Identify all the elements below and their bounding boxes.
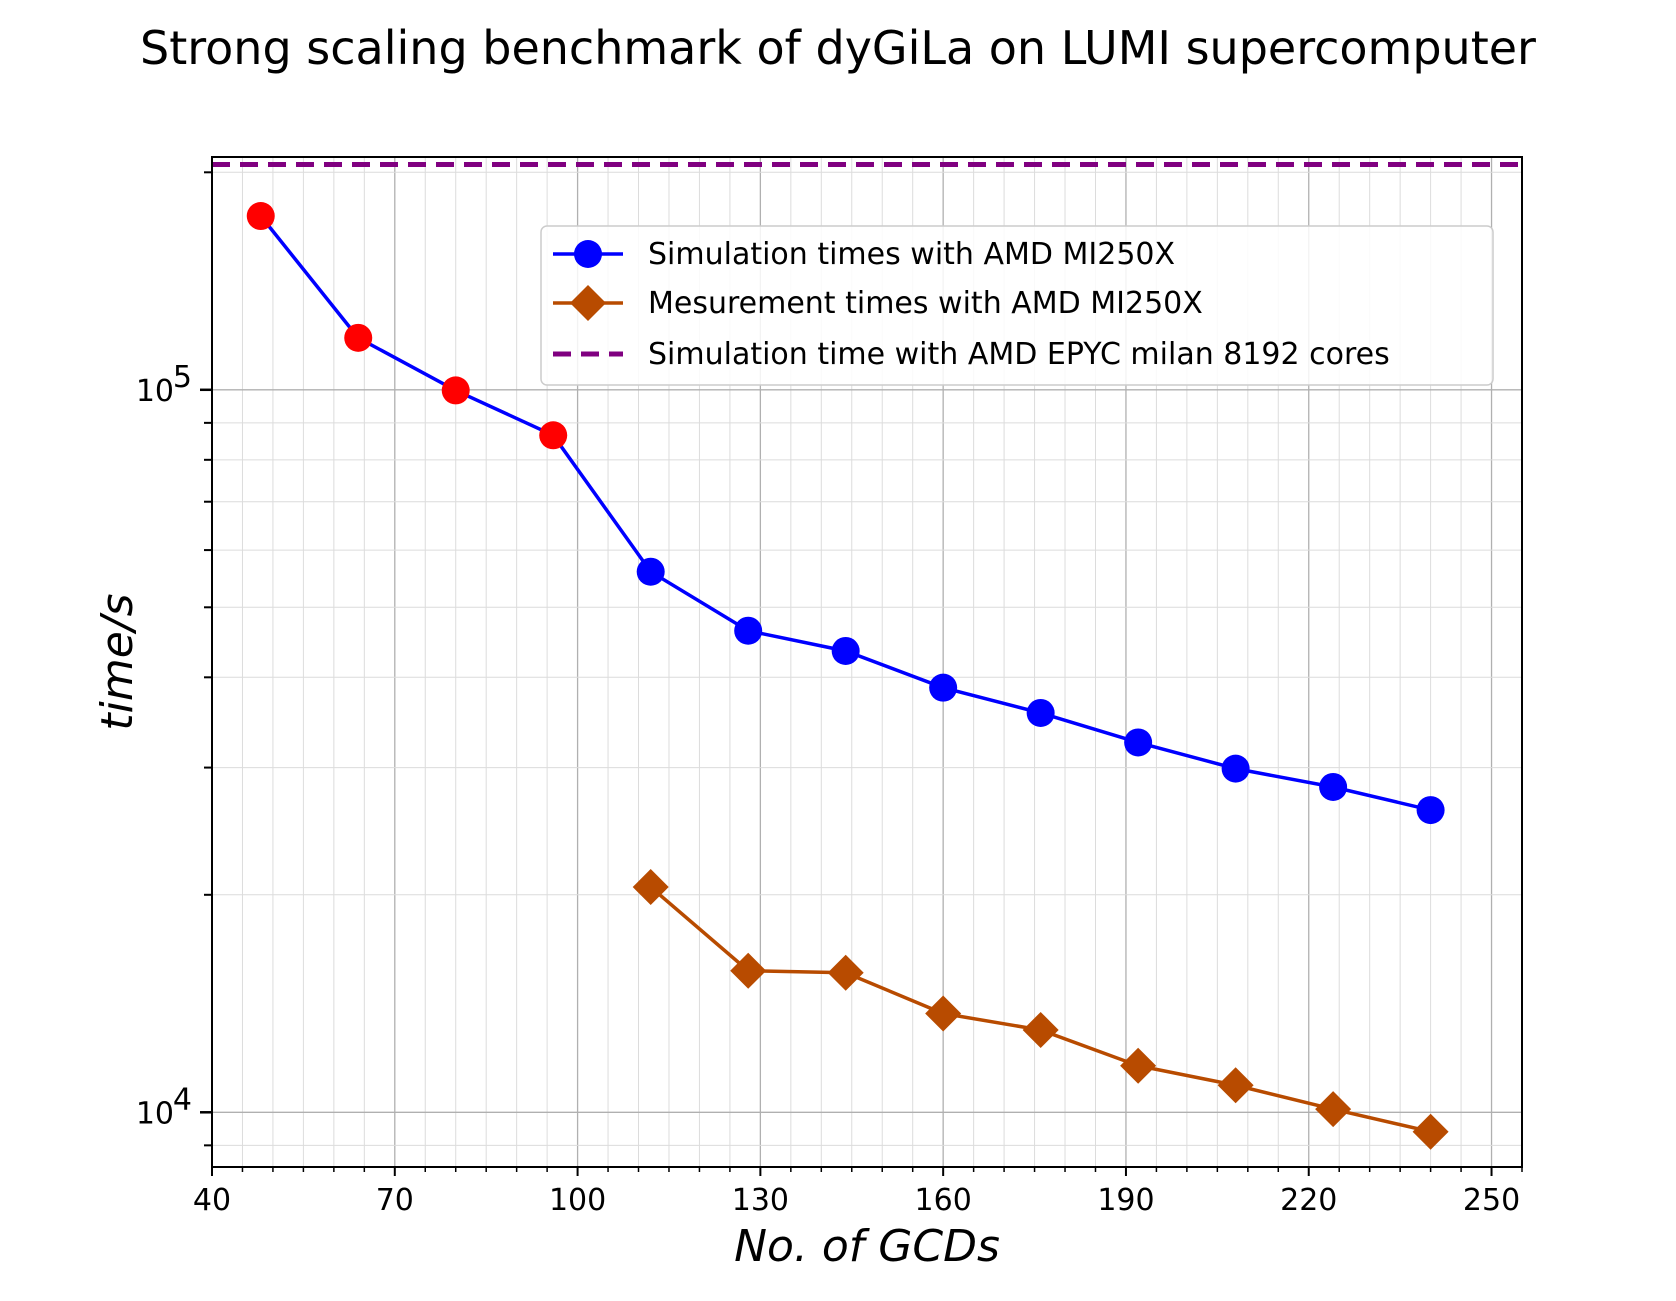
legend-marker-simulation: [574, 240, 602, 268]
simulation-point: [1124, 728, 1153, 757]
x-tick-label: 160: [915, 1183, 972, 1218]
x-tick-label: 250: [1463, 1183, 1520, 1218]
legend-label-measurement: Mesurement times with AMD MI250X: [648, 286, 1203, 321]
simulation-point: [246, 202, 275, 231]
legend-marker-measurement: [570, 285, 606, 321]
measurement-point: [1022, 1011, 1059, 1048]
measurement-point: [1315, 1091, 1352, 1128]
y-tick-label-exponent: 4: [173, 1082, 192, 1117]
series-layer: [212, 162, 1522, 1150]
simulation-point: [734, 616, 763, 645]
x-tick-label: 190: [1097, 1183, 1154, 1218]
y-tick-label: 10: [136, 1096, 174, 1131]
measurement-point: [827, 954, 864, 991]
legend-box: [540, 225, 1494, 386]
y-tick-label: 10: [136, 374, 174, 409]
measurement-point: [1217, 1067, 1254, 1104]
simulation-point: [441, 376, 470, 405]
x-tick-label: 130: [732, 1183, 789, 1218]
measurement-point: [1412, 1113, 1449, 1150]
y-tick-label-exponent: 5: [173, 360, 192, 395]
legend-label-simulation: Simulation times with AMD MI250X: [648, 237, 1175, 272]
simulation-point: [344, 323, 373, 352]
x-tick-label: 40: [193, 1183, 231, 1218]
simulation-point: [1319, 772, 1348, 801]
simulation-point: [929, 673, 958, 702]
simulation-point: [831, 636, 860, 665]
simulation-point: [636, 557, 665, 586]
measurement-point: [632, 869, 669, 906]
x-axis-label: No. of GCDs: [734, 1221, 1000, 1272]
x-tick-label: 100: [549, 1183, 606, 1218]
legend-label-epyc: Simulation time with AMD EPYC milan 8192…: [648, 337, 1390, 372]
simulation-point: [1026, 698, 1055, 727]
chart-title: Strong scaling benchmark of dyGiLa on LU…: [140, 21, 1536, 75]
y-axis-label: time/s: [92, 593, 143, 730]
simulation-point: [539, 421, 568, 450]
plot-frame: [211, 156, 1523, 1168]
measurement-series-line: [649, 885, 1431, 1134]
simulation-point: [1416, 796, 1445, 825]
measurement-point: [730, 952, 767, 989]
simulation-point: [1221, 754, 1250, 783]
x-tick-label: 70: [376, 1183, 414, 1218]
x-tick-label: 220: [1280, 1183, 1337, 1218]
legend: Simulation times with AMD MI250X Mesurem…: [540, 225, 1494, 386]
measurement-point: [925, 995, 962, 1032]
measurement-point: [1120, 1047, 1157, 1084]
